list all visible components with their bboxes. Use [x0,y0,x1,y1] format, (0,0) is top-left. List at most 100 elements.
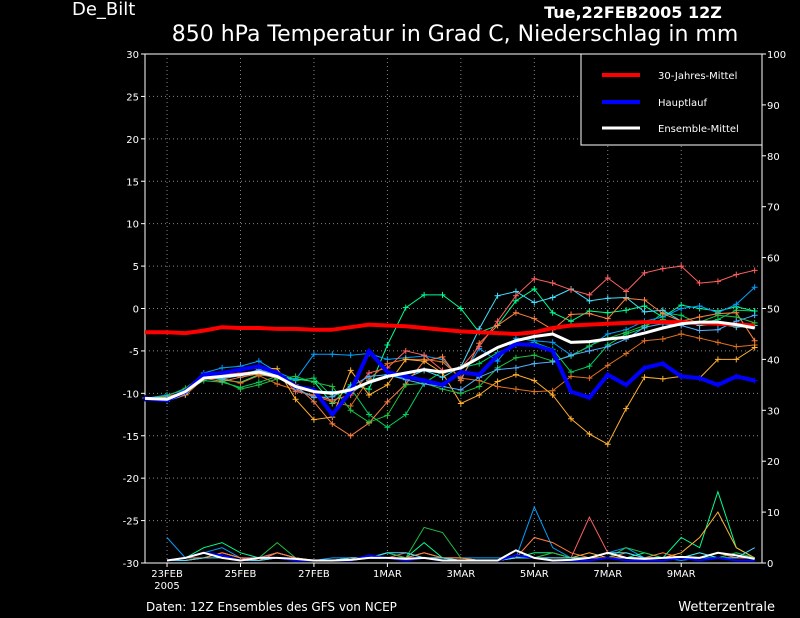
temperature-main-series [142,320,758,418]
ensemble-member-marker [310,351,317,358]
ensemble-member-marker [494,383,501,390]
legend-box [580,53,763,146]
y-right-tick-label: 50 [767,305,780,316]
hauptlauf-marker [237,366,244,373]
ensemble-member-marker [439,358,446,365]
ensemble-member-marker [531,315,538,322]
hauptlauf-marker [255,363,262,370]
y-right-tick-label: 100 [767,50,786,61]
legend-label-30-jahres-mittel: 30-Jahres-Mittel [658,71,737,82]
hauptlauf-marker [329,411,336,418]
x-tick-label: 7MAR [593,569,622,580]
ensemble-member-marker [586,297,593,304]
ensemble-member-marker [255,381,262,388]
ensemble-member-marker [531,275,538,282]
ensemble-member-marker [494,378,501,385]
ensemble-member-marker [512,371,519,378]
ensemble-member-marker [421,358,428,365]
y-tick-label: 20 [126,135,139,146]
hauptlauf-marker [659,360,666,367]
hauptlauf-marker [549,347,556,354]
y-tick-label: 15 [126,177,139,188]
ensemble-member-marker [366,411,373,418]
hauptlauf-marker [531,341,538,348]
ensemble-member-marker [531,388,538,395]
ensemble-member-marker [696,327,703,334]
legend-label-hauptlauf: Hauptlauf [658,98,707,109]
ensemble-member-marker [329,420,336,427]
ensemble-member-marker [549,309,556,316]
ensemble-member-marker [494,318,501,325]
ensemble-member-marker [329,398,336,405]
ensemble-member-marker [384,360,391,367]
ensemble-member-marker [733,356,740,363]
y-tick-label: -30 [123,559,139,570]
ensemble-member-marker [549,358,556,365]
series-line-hauptlauf [144,342,756,417]
hauptlauf-marker [568,388,575,395]
y-tick-label: -25 [123,517,139,528]
y-tick-label: -20 [123,474,139,485]
run-time-label: Tue,22FEB2005 12Z [544,3,722,22]
ensemble-member-marker [714,356,721,363]
hauptlauf-marker [623,381,630,388]
hauptlauf-marker [696,375,703,382]
ensemble-member-marker [586,363,593,370]
ensemble-member-marker [751,267,758,274]
ensemble-member-marker [623,329,630,336]
y-tick-label: -5 [129,347,139,358]
ensemble-member-marker [292,373,299,380]
ensemble-member-marker [347,407,354,414]
ensemble-member-marker [310,394,317,401]
ensemble-member-marker [255,358,262,365]
ensemble-member-marker [531,285,538,292]
ensemble-member-marker [549,280,556,287]
hauptlauf-marker [494,352,501,359]
y-right-tick-label: 30 [767,406,780,417]
ensemble-member-marker [751,344,758,351]
x-tick-label: 5MAR [520,569,549,580]
y-right-tick-label: 90 [767,101,780,112]
ensemble-member-marker [494,366,501,373]
ensemble-member-marker [347,367,354,374]
hauptlauf-marker [366,347,373,354]
ensemble-member-marker [457,375,464,382]
ensemble-member-marker [366,419,373,426]
y-right-tick-label: 60 [767,254,780,265]
ensemble-member-marker [714,339,721,346]
ensemble-member-marker [476,343,483,350]
ensemble-member-marker [531,377,538,384]
ensemble-member-marker [586,375,593,382]
hauptlauf-marker [678,373,685,380]
ensemble-member-marker [659,310,666,317]
ensemble-member-marker [512,354,519,361]
ensemble-member-marker [751,312,758,319]
ensemble-member-marker [623,307,630,314]
ensemble-member-marker [512,386,519,393]
ensemble-member-marker [531,360,538,367]
ensemble-member-marker [219,364,226,371]
ensemble-member-marker [531,352,538,359]
ensemble-member-marker [329,383,336,390]
ensemble-member-marker [568,318,575,325]
hauptlauf-marker [476,371,483,378]
ensemble-member-marker [733,301,740,308]
ensemble-member-marker [512,309,519,316]
ensemble-member-marker [310,379,317,386]
hauptlauf-marker [384,369,391,376]
x-tick-label: 1MAR [373,569,402,580]
ensemble-member-marker [476,392,483,399]
y-right-tick-label: 20 [767,457,780,468]
ensemble-member-marker [586,310,593,317]
ensemble-member-marker [384,424,391,431]
ensemble-member-marker [623,405,630,412]
ensemble-member-marker [476,360,483,367]
ensemble-member-marker [347,352,354,359]
x-tick-label: 9MAR [667,569,696,580]
y-axis-left: 30 25 20 15 10 5 0 -5 -10 -15 -20 -25 -30 [123,50,145,570]
ensemble-member-marker [678,312,685,319]
ensemble-member-marker [402,411,409,418]
ensemble-member-marker [696,280,703,287]
ensemble-member-marker [347,432,354,439]
